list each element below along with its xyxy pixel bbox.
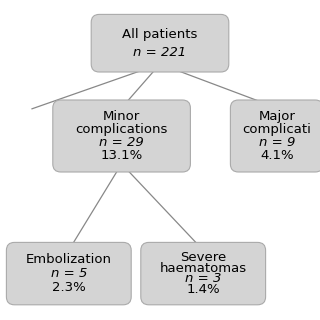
FancyBboxPatch shape [53, 100, 190, 172]
FancyBboxPatch shape [91, 14, 229, 72]
Text: n = 5: n = 5 [51, 267, 87, 280]
FancyBboxPatch shape [6, 243, 131, 305]
FancyBboxPatch shape [230, 100, 320, 172]
Text: 2.3%: 2.3% [52, 281, 86, 294]
Text: complications: complications [76, 123, 168, 136]
Text: All patients: All patients [122, 28, 198, 41]
Text: n = 221: n = 221 [133, 46, 187, 59]
Text: Minor: Minor [103, 110, 140, 123]
Text: n = 9: n = 9 [259, 136, 295, 149]
Text: Severe: Severe [180, 251, 226, 264]
Text: Major: Major [258, 110, 295, 123]
Text: 13.1%: 13.1% [100, 149, 143, 162]
Text: haematomas: haematomas [160, 262, 247, 275]
Text: n = 29: n = 29 [99, 136, 144, 149]
FancyBboxPatch shape [141, 243, 266, 305]
Text: n = 3: n = 3 [185, 273, 221, 285]
Text: Embolization: Embolization [26, 253, 112, 266]
Text: complicati: complicati [242, 123, 311, 136]
Text: 4.1%: 4.1% [260, 149, 294, 162]
Text: 1.4%: 1.4% [186, 283, 220, 296]
